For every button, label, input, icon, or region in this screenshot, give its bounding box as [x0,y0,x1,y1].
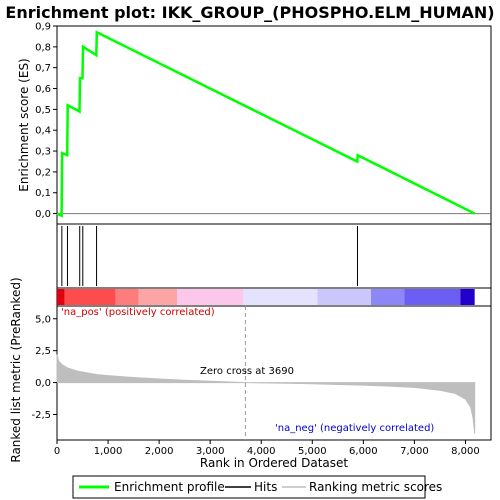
hits-layer [61,226,358,286]
es-y-axis-label: Enrichment score (ES) [17,58,31,191]
legend-enrichment-label: Enrichment profile [114,480,225,494]
heatmap-segment [317,289,372,305]
es-y-tick-label: 0,5 [35,105,51,116]
neg-correlated-label: 'na_neg' (negatively correlated) [275,423,434,434]
x-tick-label: 7,000 [400,446,429,457]
x-axis-label: Rank in Ordered Dataset [200,456,348,470]
legend: Enrichment profile Hits Ranking metric s… [72,475,442,499]
x-tick-label: 1,000 [94,446,123,457]
metric-y-axis-label: Ranked list metric (PreRanked) [9,277,23,462]
pos-correlated-label: 'na_pos' (positively correlated) [61,307,215,318]
metric-layer [56,306,476,440]
metric-y-tick-label: -2,5 [31,410,51,421]
x-tick-label: 3,000 [196,446,225,457]
es-y-tick-label: 0,4 [35,126,51,137]
axes-layer: 0,0 0,1 0,2 0,3 0,4 0,5 0,6 0,7 0,8 0,9 5,0 2,5 0,0 -… [31,22,479,458]
es-y-tick-label: 0,0 [35,209,51,220]
metric-y-tick-label: 2,5 [35,346,51,357]
legend-metric-label: Ranking metric scores [309,480,442,494]
es-y-tick-label: 0,9 [35,22,51,33]
heatmap-layer [57,289,475,305]
x-tick-label: 4,000 [247,446,276,457]
es-y-tick-label: 0,1 [35,188,51,199]
chart-title: Enrichment plot: IKK_GROUP_(PHOSPHO.ELM_… [5,3,494,22]
heatmap-segment [243,289,318,305]
es-y-tick-label: 0,6 [35,84,51,95]
es-y-tick-label: 0,7 [35,63,51,74]
x-tick-label: 0 [54,446,60,457]
metric-y-tick-label: 5,0 [35,314,51,325]
heatmap-segment [404,289,461,305]
heatmap-segment [115,289,139,305]
heatmap-segment [138,289,177,305]
es-layer [56,30,491,218]
heatmap-segment [460,289,475,305]
zero-cross-label: Zero cross at 3690 [200,366,294,377]
legend-hits-label: Hits [254,480,277,494]
es-y-tick-label: 0,2 [35,167,51,178]
x-tick-label: 5,000 [298,446,327,457]
heatmap-segment [64,289,116,305]
es-y-tick-label: 0,3 [35,147,51,158]
heatmap-segment [176,289,244,305]
heatmap-segment [57,289,65,305]
es-y-tick-label: 0,8 [35,42,51,53]
ranking-metric-area [56,354,476,434]
metric-y-tick-label: 0,0 [35,378,51,389]
x-tick-label: 8,000 [451,446,480,457]
x-tick-label: 6,000 [349,446,378,457]
enrichment-profile-line [56,30,476,218]
heatmap-segment [371,289,405,305]
x-tick-label: 2,000 [145,446,174,457]
